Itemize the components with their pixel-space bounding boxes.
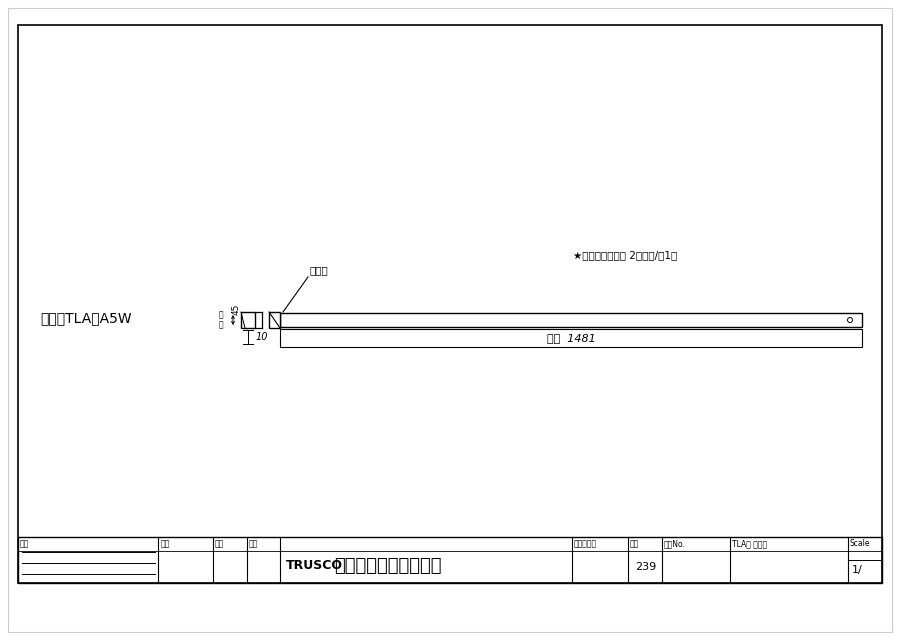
Text: ★ボルト・ナット 2セット/や1本: ★ボルト・ナット 2セット/や1本 <box>573 250 677 260</box>
Bar <box>241 312 255 328</box>
Text: ボルト: ボルト <box>310 265 328 275</box>
Text: トラスコ中山株式会社: トラスコ中山株式会社 <box>334 557 442 575</box>
Bar <box>18 25 882 583</box>
Text: 239: 239 <box>635 562 656 572</box>
Text: 番号: 番号 <box>20 539 29 548</box>
Bar <box>280 329 862 347</box>
Text: Scale: Scale <box>850 539 870 548</box>
Text: 設計: 設計 <box>249 539 258 548</box>
Text: 品番：TLA－A5W: 品番：TLA－A5W <box>40 311 131 325</box>
Text: 全番: 全番 <box>630 539 639 548</box>
Text: 受入No.: 受入No. <box>664 539 686 548</box>
Bar <box>269 312 280 328</box>
Text: TLA型 背当り: TLA型 背当り <box>732 539 767 548</box>
Bar <box>280 313 862 327</box>
Bar <box>18 537 882 583</box>
Text: 1/: 1/ <box>852 565 863 575</box>
Text: 設計年月日: 設計年月日 <box>574 539 597 548</box>
Text: 承認: 承認 <box>161 539 170 548</box>
Text: TRUSCO: TRUSCO <box>286 559 343 572</box>
Text: 孔
幅: 孔 幅 <box>219 310 223 330</box>
Text: 検図: 検図 <box>215 539 224 548</box>
Text: 間口  1481: 間口 1481 <box>546 333 596 343</box>
Text: 10: 10 <box>256 332 268 342</box>
Text: 45: 45 <box>231 303 240 315</box>
